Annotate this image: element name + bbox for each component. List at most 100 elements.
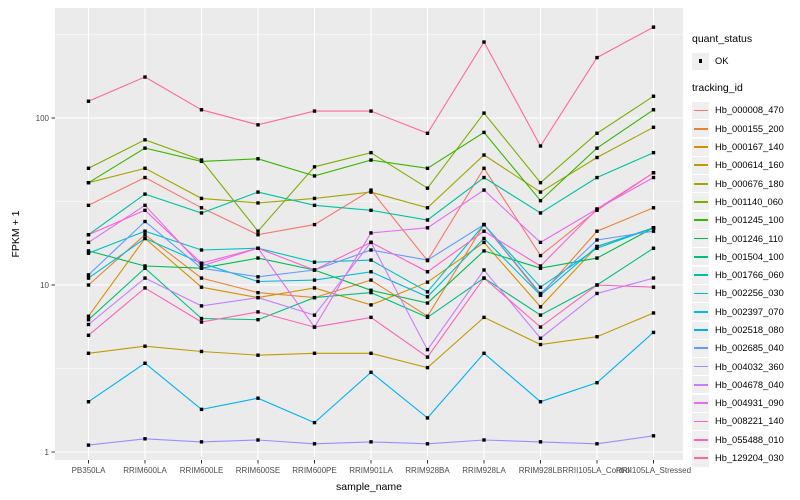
x-tick-label: RRIM928BA [405, 466, 450, 475]
data-point [369, 109, 373, 113]
data-point [199, 304, 204, 308]
data-point [482, 249, 486, 253]
data-point [256, 279, 260, 284]
data-point [143, 75, 147, 79]
data-point [199, 349, 204, 354]
y-axis-title: FPKM + 1 [10, 210, 22, 258]
data-point [651, 229, 656, 233]
data-point [651, 434, 656, 438]
data-point [86, 322, 91, 327]
legend-item-label: Hb_002397_070 [715, 306, 784, 317]
data-point [312, 222, 317, 227]
x-tick-label: PB350LA [72, 466, 106, 475]
data-point [256, 396, 260, 400]
data-point [143, 236, 147, 241]
legend-title-quant-status: quant_status [692, 33, 753, 45]
data-point [595, 175, 599, 180]
data-point [369, 240, 373, 245]
data-point [651, 25, 656, 29]
data-point [425, 315, 430, 320]
data-point [86, 233, 91, 237]
legend-item-label: OK [715, 56, 729, 67]
data-point [651, 125, 656, 129]
x-tick-label: RRIM600LA [123, 466, 167, 475]
x-tick-label: RRIM600PE [292, 466, 336, 475]
data-point [86, 276, 91, 280]
legend-item: Hb_004678_040 [692, 376, 800, 394]
legend-item-label: Hb_004678_040 [715, 379, 784, 390]
legend-item: Hb_001140_060 [692, 193, 800, 211]
data-point [482, 315, 486, 320]
data-point [595, 256, 599, 260]
data-point [595, 442, 599, 446]
legend-item: Hb_055488_010 [692, 431, 800, 449]
data-point [312, 268, 317, 272]
data-point [425, 258, 430, 262]
data-point [312, 196, 317, 201]
data-point [312, 165, 317, 169]
data-point [482, 130, 486, 135]
legend-key-box [692, 358, 709, 376]
data-point [595, 335, 599, 339]
data-point [199, 440, 204, 444]
data-point [595, 229, 599, 233]
data-point [369, 440, 373, 444]
legend-key-box [692, 284, 709, 302]
data-point [199, 320, 204, 324]
legend-key-box [692, 52, 709, 70]
x-tick-label: RRIM600SE [236, 466, 280, 475]
legend-title-tracking-id: tracking_id [692, 82, 743, 95]
legend-line-swatch [693, 219, 708, 222]
data-point [143, 138, 147, 142]
data-point [143, 203, 147, 208]
legend-key-box [692, 412, 709, 430]
legend-item: Hb_129204_030 [692, 449, 800, 467]
legend-line-swatch [693, 292, 708, 295]
data-point [651, 330, 656, 335]
data-point [538, 180, 543, 185]
data-point [538, 336, 543, 340]
legend-line-swatch [693, 164, 708, 167]
data-point [425, 206, 430, 210]
data-point [369, 270, 373, 274]
legend-item-label: Hb_001245_100 [715, 215, 784, 226]
data-point [538, 211, 543, 215]
data-point [369, 150, 373, 155]
data-point [86, 180, 91, 185]
data-point [482, 153, 486, 157]
legend-item: Hb_004931_090 [692, 394, 800, 412]
data-point [312, 174, 317, 178]
x-axis-title: sample_name [336, 481, 402, 493]
data-point [651, 175, 656, 180]
legend-key-box [692, 120, 709, 138]
legend-item: Hb_001766_060 [692, 266, 800, 284]
data-point [595, 131, 599, 135]
legend-item-label: Hb_002256_030 [715, 288, 784, 299]
legend-item-label: Hb_000167_140 [715, 142, 784, 153]
data-point [199, 206, 204, 210]
data-point [538, 342, 543, 347]
data-point [482, 240, 486, 245]
legend-item-label: Hb_001504_100 [715, 251, 784, 262]
data-point [595, 238, 599, 242]
legend-item-label: Hb_000676_180 [715, 178, 784, 189]
data-point [538, 190, 543, 194]
data-point [143, 286, 147, 290]
data-point [199, 264, 204, 268]
data-point [482, 438, 486, 442]
data-point [651, 276, 656, 280]
data-point [538, 325, 543, 329]
data-point [199, 407, 204, 412]
data-point [86, 251, 91, 255]
data-point [482, 276, 486, 280]
data-point [86, 203, 91, 208]
data-point [256, 246, 260, 250]
data-point [369, 190, 373, 194]
legend-item: Hb_001504_100 [692, 248, 800, 266]
data-point [651, 226, 656, 230]
data-point [86, 351, 91, 355]
data-point [538, 440, 543, 444]
legend-item-label: Hb_002518_080 [715, 325, 784, 335]
legend-key-box [692, 175, 709, 193]
legend-item-label: Hb_055488_010 [715, 434, 784, 445]
